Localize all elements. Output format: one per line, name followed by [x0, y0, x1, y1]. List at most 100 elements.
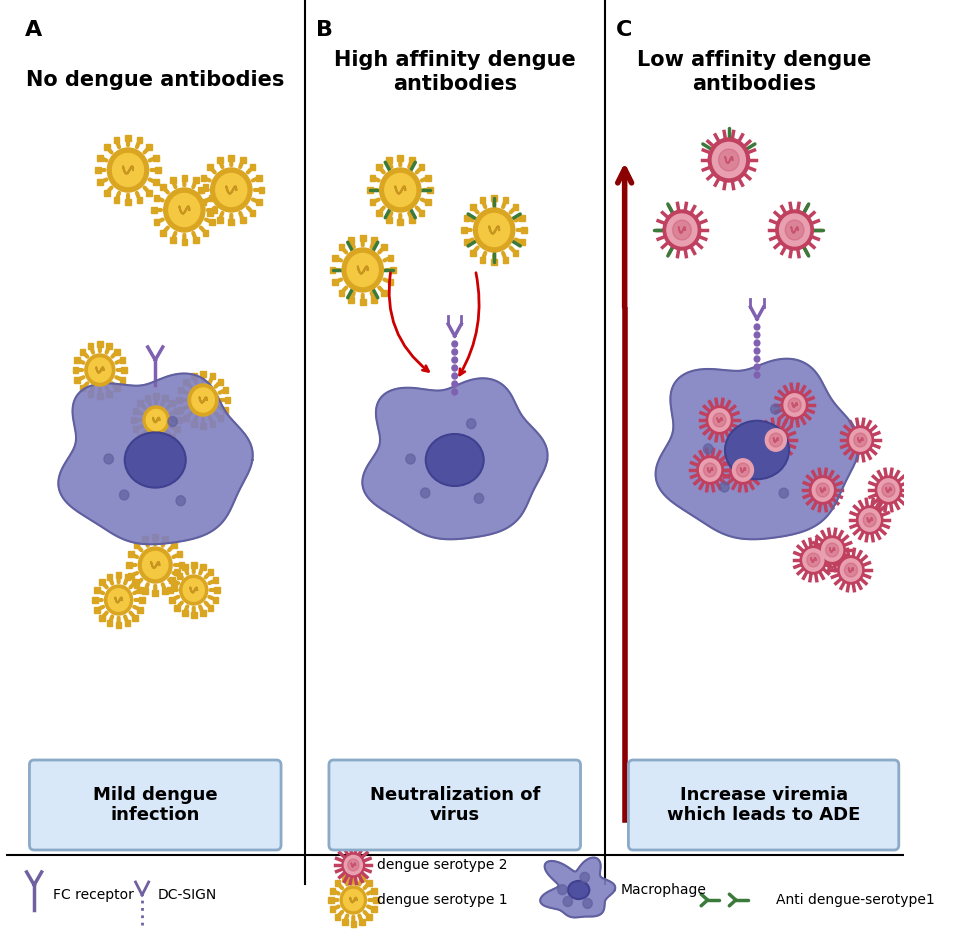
- Bar: [132, 615, 138, 620]
- Bar: [397, 219, 403, 225]
- Bar: [250, 210, 256, 216]
- FancyBboxPatch shape: [30, 760, 281, 850]
- Bar: [200, 610, 206, 617]
- Bar: [183, 379, 189, 385]
- Bar: [200, 371, 206, 377]
- Ellipse shape: [124, 432, 186, 487]
- Circle shape: [176, 496, 186, 505]
- Bar: [409, 217, 414, 222]
- Bar: [174, 605, 180, 611]
- Bar: [210, 421, 215, 427]
- FancyArrowPatch shape: [516, 239, 520, 241]
- Bar: [250, 164, 256, 170]
- FancyArrowPatch shape: [338, 279, 341, 281]
- Bar: [163, 536, 168, 542]
- Bar: [470, 250, 476, 256]
- Bar: [167, 587, 173, 593]
- Circle shape: [452, 389, 457, 395]
- Bar: [178, 387, 184, 393]
- Ellipse shape: [725, 421, 790, 479]
- FancyArrowPatch shape: [179, 575, 182, 578]
- Bar: [335, 914, 341, 920]
- FancyArrowPatch shape: [112, 384, 115, 387]
- Circle shape: [420, 488, 430, 498]
- FancyArrowPatch shape: [352, 243, 354, 247]
- Bar: [371, 888, 377, 894]
- FancyArrowPatch shape: [163, 584, 165, 588]
- Circle shape: [754, 364, 760, 370]
- FancyArrowPatch shape: [379, 250, 382, 253]
- FancyArrowPatch shape: [340, 885, 343, 888]
- Bar: [107, 574, 113, 580]
- FancyArrowPatch shape: [195, 378, 196, 383]
- Bar: [386, 217, 391, 222]
- Circle shape: [215, 174, 247, 206]
- FancyArrowPatch shape: [417, 208, 419, 211]
- Text: Low affinity dengue
antibodies: Low affinity dengue antibodies: [637, 50, 872, 94]
- Bar: [419, 210, 424, 216]
- FancyArrowPatch shape: [344, 288, 346, 291]
- Bar: [75, 357, 80, 363]
- Circle shape: [164, 188, 205, 232]
- Bar: [143, 536, 148, 542]
- FancyArrowPatch shape: [206, 575, 209, 578]
- Bar: [152, 590, 158, 596]
- Bar: [178, 407, 184, 413]
- Bar: [381, 290, 387, 295]
- Bar: [138, 606, 144, 613]
- Bar: [409, 158, 414, 163]
- Bar: [131, 417, 137, 423]
- Polygon shape: [540, 858, 615, 918]
- Circle shape: [342, 853, 365, 877]
- Circle shape: [467, 419, 476, 428]
- Bar: [169, 597, 175, 602]
- Bar: [229, 155, 234, 161]
- FancyArrowPatch shape: [167, 405, 170, 408]
- Bar: [163, 588, 168, 594]
- Bar: [190, 612, 196, 618]
- Circle shape: [713, 413, 726, 427]
- FancyArrowPatch shape: [138, 412, 142, 413]
- Bar: [107, 620, 113, 626]
- Bar: [176, 417, 182, 423]
- Text: No dengue antibodies: No dengue antibodies: [26, 70, 284, 90]
- Bar: [132, 427, 138, 432]
- FancyArrowPatch shape: [118, 193, 119, 197]
- Bar: [174, 569, 180, 576]
- FancyArrowPatch shape: [100, 607, 103, 608]
- Bar: [519, 215, 524, 220]
- FancyArrowPatch shape: [111, 617, 112, 620]
- Bar: [100, 580, 105, 585]
- FancyArrowPatch shape: [163, 542, 165, 546]
- Circle shape: [736, 463, 749, 477]
- FancyArrowPatch shape: [118, 143, 119, 147]
- Bar: [339, 290, 345, 295]
- FancyArrowPatch shape: [215, 384, 218, 387]
- FancyArrowPatch shape: [253, 179, 256, 180]
- Bar: [134, 542, 140, 548]
- FancyArrowPatch shape: [165, 228, 167, 231]
- Bar: [179, 562, 185, 568]
- Bar: [140, 597, 145, 603]
- Bar: [376, 164, 382, 170]
- FancyArrowPatch shape: [379, 288, 382, 291]
- Bar: [88, 391, 94, 397]
- Circle shape: [819, 536, 845, 564]
- Bar: [373, 897, 379, 903]
- Circle shape: [720, 482, 729, 492]
- FancyArrowPatch shape: [169, 580, 172, 582]
- Bar: [200, 564, 206, 570]
- FancyArrowPatch shape: [137, 143, 139, 147]
- FancyArrowPatch shape: [193, 183, 195, 187]
- Circle shape: [143, 552, 167, 579]
- Bar: [425, 200, 431, 205]
- Bar: [94, 587, 100, 594]
- Circle shape: [342, 248, 384, 292]
- FancyArrowPatch shape: [125, 617, 126, 620]
- Bar: [160, 184, 166, 190]
- FancyArrowPatch shape: [345, 881, 347, 884]
- FancyArrowPatch shape: [111, 580, 112, 583]
- Circle shape: [104, 454, 113, 464]
- FancyArrowPatch shape: [106, 349, 108, 352]
- Bar: [214, 587, 220, 593]
